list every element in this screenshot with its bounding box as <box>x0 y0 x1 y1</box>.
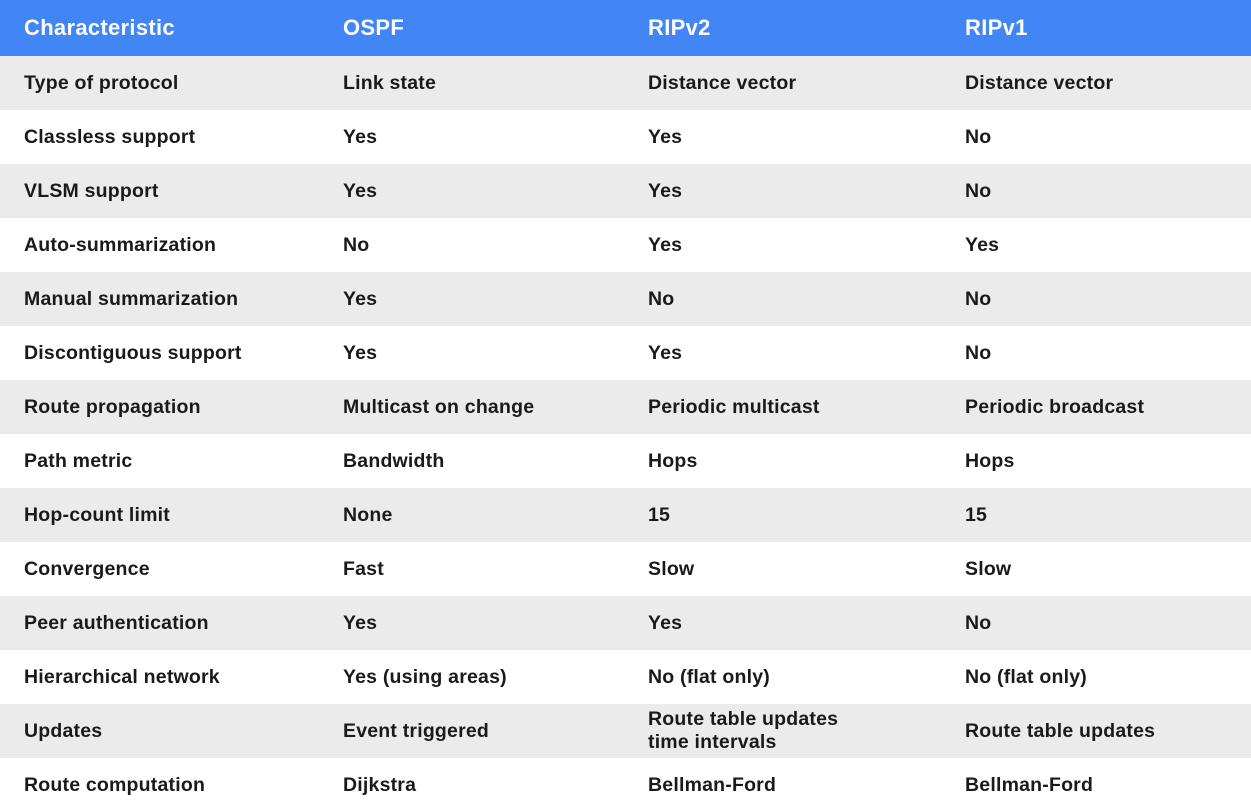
value-cell: Periodic broadcast <box>941 380 1251 434</box>
header-row: Characteristic OSPF RIPv2 RIPv1 <box>0 0 1251 56</box>
value-cell: No <box>941 326 1251 380</box>
header-ripv2: RIPv2 <box>624 0 941 56</box>
value-cell: Yes <box>624 164 941 218</box>
table-row: Hop-count limit None 15 15 <box>0 488 1251 542</box>
value-cell: None <box>319 488 624 542</box>
table-row: Convergence Fast Slow Slow <box>0 542 1251 596</box>
value-cell: No <box>941 164 1251 218</box>
table-row: Type of protocol Link state Distance vecto… <box>0 56 1251 110</box>
header-ripv1: RIPv1 <box>941 0 1251 56</box>
characteristic-cell: Hop-count limit <box>0 488 319 542</box>
value-cell: No <box>624 272 941 326</box>
table-header: Characteristic OSPF RIPv2 RIPv1 <box>0 0 1251 56</box>
value-cell: Route table updates time intervals <box>624 704 941 758</box>
value-cell: Multicast on change <box>319 380 624 434</box>
value-cell: No <box>319 218 624 272</box>
value-cell: Hops <box>941 434 1251 488</box>
characteristic-cell: Route computation <box>0 758 319 812</box>
characteristic-cell: Peer authentication <box>0 596 319 650</box>
value-cell: Yes <box>319 272 624 326</box>
value-cell: 15 <box>624 488 941 542</box>
table-row: Updates Event triggered Route table update… <box>0 704 1251 758</box>
value-cell: 15 <box>941 488 1251 542</box>
characteristic-cell: Classless support <box>0 110 319 164</box>
header-characteristic: Characteristic <box>0 0 319 56</box>
value-cell: Bandwidth <box>319 434 624 488</box>
value-cell: Yes <box>319 326 624 380</box>
value-cell: Yes <box>319 110 624 164</box>
value-cell: Yes <box>624 596 941 650</box>
value-cell: Distance vector <box>941 56 1251 110</box>
value-cell: Yes <box>319 596 624 650</box>
characteristic-cell: Route propagation <box>0 380 319 434</box>
value-cell: Route table updates <box>941 704 1251 758</box>
value-cell: Bellman-Ford <box>624 758 941 812</box>
table-body: Type of protocol Link state Distance vecto… <box>0 56 1251 812</box>
characteristic-cell: VLSM support <box>0 164 319 218</box>
table-row: Classless support Yes Yes No <box>0 110 1251 164</box>
value-cell: Hops <box>624 434 941 488</box>
characteristic-cell: Convergence <box>0 542 319 596</box>
characteristic-cell: Discontiguous support <box>0 326 319 380</box>
table-row: Peer authentication Yes Yes No <box>0 596 1251 650</box>
table-row: Path metric Bandwidth Hops Hops <box>0 434 1251 488</box>
value-cell: Distance vector <box>624 56 941 110</box>
characteristic-cell: Hierarchical network <box>0 650 319 704</box>
value-cell: No (flat only) <box>624 650 941 704</box>
value-cell: Yes <box>941 218 1251 272</box>
value-cell: Yes <box>624 326 941 380</box>
value-cell: No <box>941 272 1251 326</box>
value-cell: Slow <box>624 542 941 596</box>
value-cell: Link state <box>319 56 624 110</box>
value-cell: Yes <box>319 164 624 218</box>
characteristic-cell: Type of protocol <box>0 56 319 110</box>
characteristic-cell: Path metric <box>0 434 319 488</box>
value-cell: No <box>941 110 1251 164</box>
characteristic-cell: Auto-summarization <box>0 218 319 272</box>
characteristic-cell: Updates <box>0 704 319 758</box>
value-cell: Yes <box>624 218 941 272</box>
table-row: Hierarchical network Yes (using areas) No … <box>0 650 1251 704</box>
table-row: Manual summarization Yes No No <box>0 272 1251 326</box>
value-cell: Dijkstra <box>319 758 624 812</box>
value-cell: No <box>941 596 1251 650</box>
value-cell: Event triggered <box>319 704 624 758</box>
table-row: VLSM support Yes Yes No <box>0 164 1251 218</box>
value-cell: Slow <box>941 542 1251 596</box>
table-row: Discontiguous support Yes Yes No <box>0 326 1251 380</box>
table-row: Route propagation Multicast on change Peri… <box>0 380 1251 434</box>
value-cell: Periodic multicast <box>624 380 941 434</box>
header-ospf: OSPF <box>319 0 624 56</box>
value-cell: Fast <box>319 542 624 596</box>
characteristic-cell: Manual summarization <box>0 272 319 326</box>
value-cell: No (flat only) <box>941 650 1251 704</box>
value-cell: Yes (using areas) <box>319 650 624 704</box>
table-row: Route computation Dijkstra Bellman-Ford Bel… <box>0 758 1251 812</box>
value-cell: Bellman-Ford <box>941 758 1251 812</box>
value-cell: Yes <box>624 110 941 164</box>
table-row: Auto-summarization No Yes Yes <box>0 218 1251 272</box>
